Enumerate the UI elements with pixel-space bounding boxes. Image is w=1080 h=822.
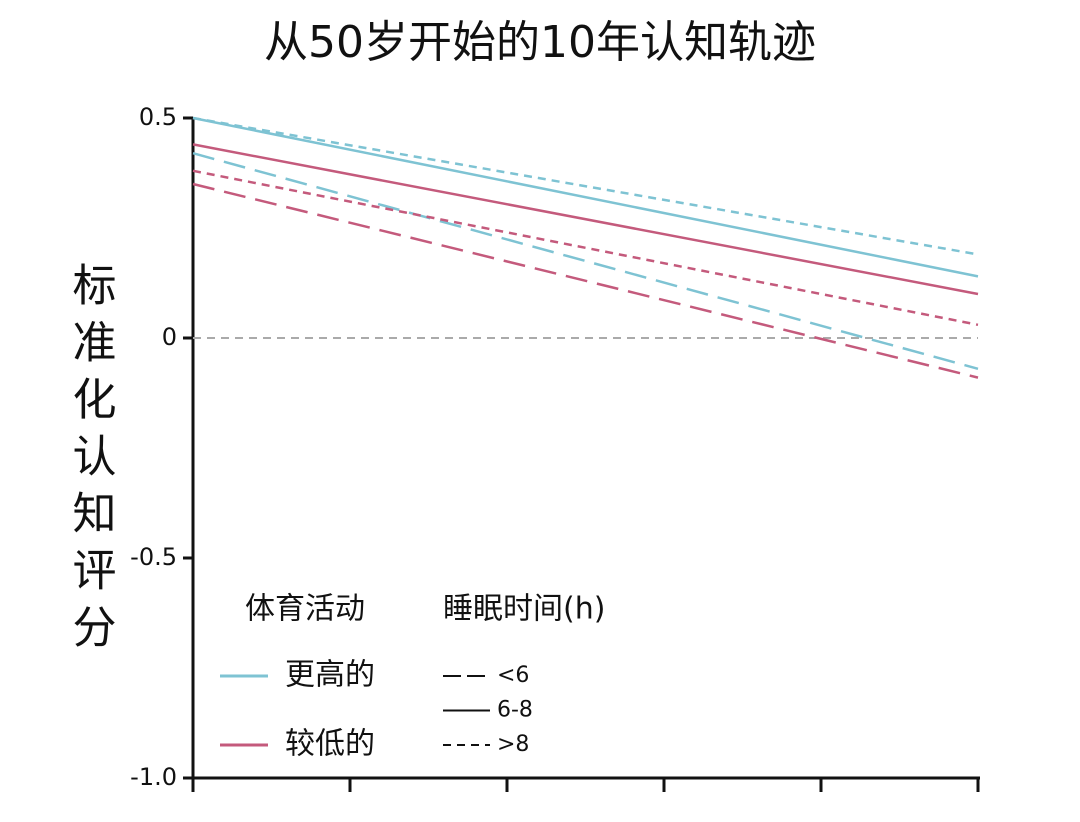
series-line — [192, 151, 979, 371]
series-line — [192, 169, 979, 327]
chart-title: 从50岁开始的10年认知轨迹 — [264, 17, 816, 68]
legend-label: 6-8 — [497, 698, 533, 723]
series-line — [192, 116, 979, 278]
legend-label: >8 — [497, 732, 529, 757]
legend-title: 体育活动 — [245, 592, 365, 627]
y-axis-label: 标准化认知评分 — [65, 262, 116, 661]
legend-label: 更高的 — [285, 658, 375, 693]
series-line — [192, 116, 979, 256]
y-tick-label: -1.0 — [130, 763, 177, 791]
y-tick-label: 0.5 — [139, 103, 177, 131]
series-line — [192, 182, 979, 379]
y-tick-label: 0 — [162, 323, 177, 351]
series-line — [192, 143, 979, 296]
legend-label: <6 — [497, 663, 529, 688]
y-tick-label: -0.5 — [130, 543, 177, 571]
legend-title: 睡眠时间(h) — [443, 592, 605, 627]
legend-label: 较低的 — [285, 727, 375, 762]
